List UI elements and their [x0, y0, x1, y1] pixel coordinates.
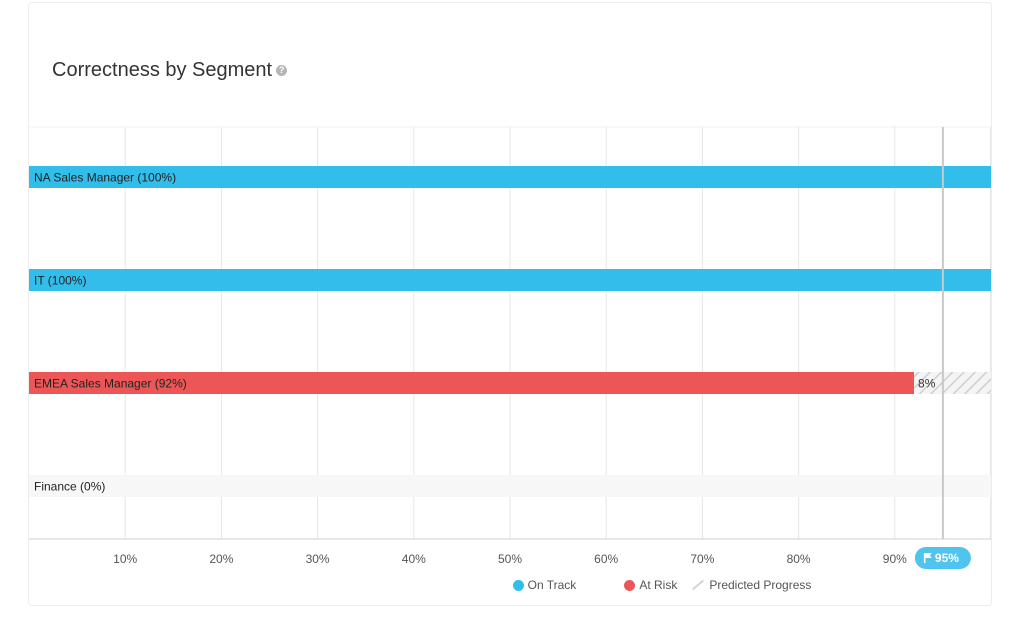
- x-tick-label-50: 50%: [498, 552, 522, 566]
- x-tick-label-70: 70%: [690, 552, 714, 566]
- bar-on-track-1[interactable]: [29, 269, 991, 291]
- legend-label-predicted-progress: Predicted Progress: [709, 578, 812, 592]
- flag-icon: [923, 553, 932, 563]
- x-tick-label-40: 40%: [402, 552, 426, 566]
- legend-swatch-on-track: [512, 579, 524, 591]
- legend-label-at-risk: At Risk: [639, 578, 678, 592]
- bar-label-1: IT (100%): [34, 274, 86, 288]
- x-tick-label-10: 10%: [113, 552, 137, 566]
- legend-swatch-predicted-progress: [692, 579, 705, 591]
- predicted-label-2: 8%: [918, 377, 936, 391]
- legend-item-on-track[interactable]: On Track: [213, 578, 577, 592]
- bar-label-2: EMEA Sales Manager (92%): [34, 377, 187, 391]
- x-tick-label-30: 30%: [306, 552, 330, 566]
- target-badge-label: 95%: [935, 551, 959, 565]
- legend-item-predicted-progress[interactable]: Predicted Progress: [677, 578, 811, 592]
- bar-on-track-0[interactable]: [29, 166, 991, 188]
- bar-label-0: NA Sales Manager (100%): [34, 171, 176, 185]
- legend-item-at-risk[interactable]: At Risk: [576, 578, 677, 592]
- legend-label-on-track: On Track: [527, 578, 577, 592]
- chart-title: Correctness by Segment: [52, 59, 273, 81]
- bar-label-3: Finance (0%): [34, 480, 105, 494]
- legend-swatch-at-risk: [624, 579, 636, 591]
- bar-track-3: [29, 475, 991, 497]
- x-tick-label-90: 90%: [883, 552, 907, 566]
- x-tick-label-60: 60%: [594, 552, 618, 566]
- chart-legend: On Track At Risk Predicted Progress: [0, 578, 1024, 592]
- question-circle-icon[interactable]: ?: [276, 65, 288, 76]
- bar-at-risk-2[interactable]: [29, 372, 915, 394]
- x-tick-label-20: 20%: [209, 552, 233, 566]
- x-tick-label-80: 80%: [787, 552, 811, 566]
- chart-title-row: Correctness by Segment?: [52, 59, 288, 82]
- target-badge[interactable]: [914, 547, 971, 569]
- bar-predicted-progress-2[interactable]: [914, 372, 991, 394]
